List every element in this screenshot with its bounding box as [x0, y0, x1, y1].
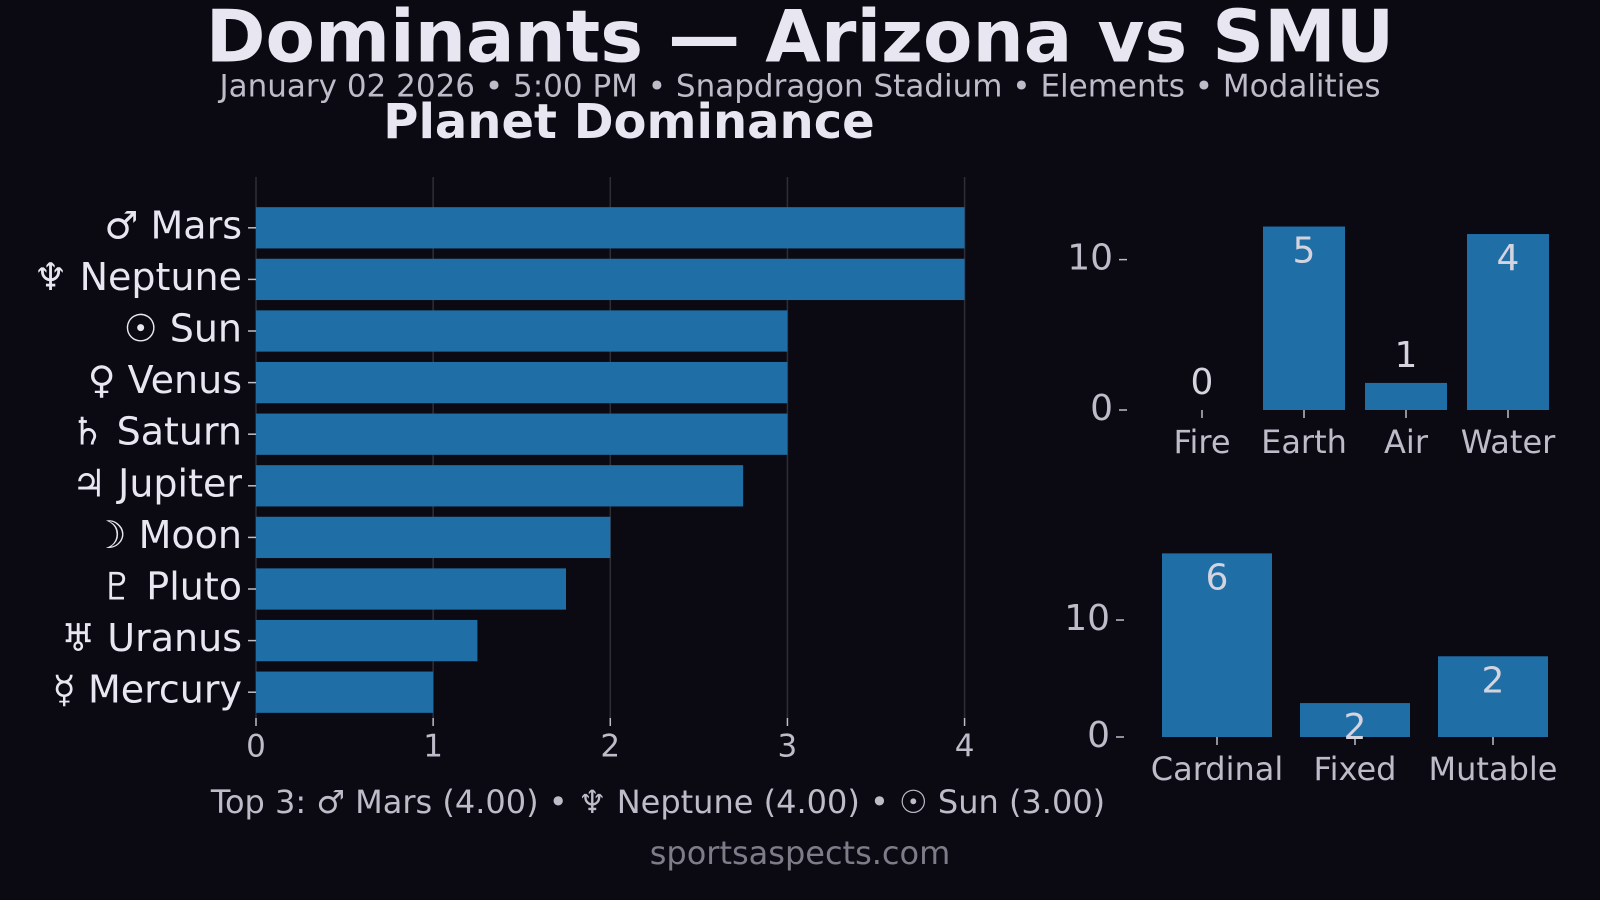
data-label: 5 — [1293, 231, 1316, 272]
x-tick-label: 3 — [778, 729, 798, 765]
y-tick-label: ♇ Pluto — [100, 565, 242, 609]
x-tick-label: Air — [1384, 423, 1429, 461]
bar — [1467, 234, 1549, 410]
y-tick-label: ♄ Saturn — [70, 410, 242, 454]
x-tick-label: Earth — [1261, 423, 1347, 461]
bar — [256, 413, 788, 455]
bar — [256, 207, 965, 249]
bar — [256, 619, 478, 662]
x-tick-label: 1 — [423, 729, 443, 765]
data-label: 0 — [1191, 362, 1214, 403]
bar — [1162, 553, 1272, 737]
bar — [1365, 382, 1447, 410]
y-tick-label: ♀ Venus — [88, 358, 242, 402]
bar — [256, 568, 566, 610]
subtitle: January 02 2026 • 5:00 PM • Snapdragon S… — [217, 69, 1380, 105]
page-title: Dominants — Arizona vs SMU — [206, 0, 1394, 79]
bar — [1438, 656, 1548, 737]
bar — [1300, 703, 1410, 737]
y-tick-label: 0 — [1090, 388, 1113, 429]
bar — [256, 465, 744, 507]
y-tick-label: ♂ Mars — [104, 203, 242, 247]
x-tick-label: 2 — [600, 729, 620, 765]
x-tick-label: Water — [1461, 423, 1556, 461]
y-tick-label: ♆ Neptune — [33, 255, 242, 299]
data-label: 1 — [1395, 335, 1418, 376]
data-label: 2 — [1344, 707, 1367, 748]
y-tick-label: ☽ Moon — [92, 513, 242, 557]
x-tick-label: Mutable — [1429, 750, 1558, 788]
data-label: 2 — [1482, 660, 1505, 701]
bar — [1263, 226, 1345, 410]
y-tick-label: 10 — [1067, 238, 1113, 279]
y-tick-label: ♃ Jupiter — [72, 461, 242, 505]
footer: Top 3: ♂ Mars (4.00) • ♆ Neptune (4.00) … — [210, 783, 1105, 821]
y-tick-label: ☿ Mercury — [53, 668, 242, 712]
bar — [256, 671, 434, 713]
x-tick-label: 4 — [955, 729, 975, 765]
x-tick-label: Fixed — [1314, 750, 1397, 788]
y-tick-label: 10 — [1064, 598, 1110, 639]
y-tick-label: ♅ Uranus — [61, 616, 242, 660]
x-tick-label: Cardinal — [1151, 750, 1284, 788]
data-label: 4 — [1497, 238, 1520, 279]
bar — [256, 310, 788, 352]
bar — [256, 361, 788, 404]
data-label: 6 — [1206, 557, 1229, 598]
x-tick-label: Fire — [1173, 423, 1230, 461]
y-tick-label: 0 — [1087, 715, 1110, 756]
source: sportsaspects.com — [650, 834, 951, 872]
bar — [256, 258, 965, 301]
y-tick-label: ☉ Sun — [124, 307, 242, 351]
chart-title: Planet Dominance — [383, 94, 874, 150]
x-tick-label: 0 — [246, 729, 266, 765]
bar — [256, 516, 611, 559]
